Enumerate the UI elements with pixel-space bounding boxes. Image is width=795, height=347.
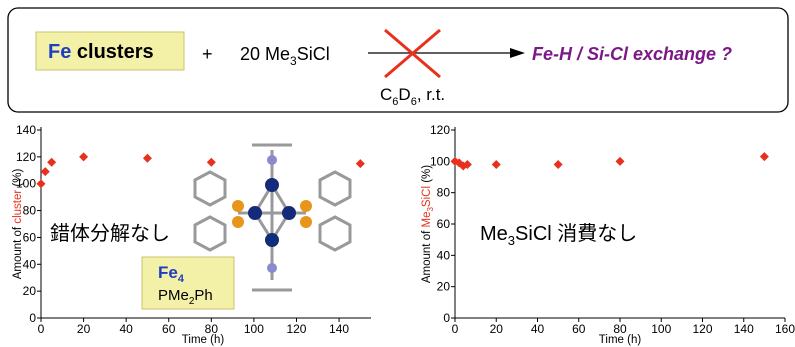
marker: [79, 152, 88, 161]
y-tick-label: 60: [23, 230, 37, 244]
reactant: Fe clusters: [48, 41, 154, 63]
y-tick-label: 100: [430, 154, 450, 168]
x-tick-label: 80: [205, 322, 219, 336]
marker: [47, 158, 56, 167]
marker: [207, 158, 216, 167]
x-tick-label: 40: [531, 322, 545, 336]
x-tick-label: 60: [572, 322, 586, 336]
cond-text: D: [398, 85, 410, 104]
annotation: Me3SiCl 消費なし: [480, 222, 637, 248]
y-tick-label: 120: [16, 150, 36, 164]
x-tick-label: 120: [286, 322, 306, 336]
reactant-metal: Fe: [48, 41, 71, 63]
x-tick-label: 140: [329, 322, 349, 336]
marker: [492, 160, 501, 169]
marker: [616, 157, 625, 166]
y-tick-label: 80: [437, 186, 451, 200]
x-tick-label: 100: [651, 322, 671, 336]
label-sub: 4: [178, 273, 185, 285]
label-text: Ph: [194, 287, 212, 304]
x-tick-label: 0: [38, 322, 45, 336]
reagent-text: SiCl: [297, 44, 330, 64]
y-tick-label: 140: [16, 123, 36, 137]
x-tick-label: 60: [162, 322, 176, 336]
annotation-text: SiCl 消費なし: [515, 222, 637, 245]
product: Fe-H / Si-Cl exchange ?: [532, 44, 732, 64]
cond-text: , r.t.: [417, 85, 445, 104]
marker: [37, 179, 46, 188]
x-tick-label: 100: [244, 322, 264, 336]
x-tick-label: 0: [452, 322, 459, 336]
marker: [356, 159, 365, 168]
cond-text: C: [380, 85, 392, 104]
ylabel-text: Me: [421, 212, 433, 228]
y-tick-label: 40: [23, 257, 37, 271]
x-tick-label: 20: [77, 322, 91, 336]
reactant-rest: clusters: [71, 41, 153, 63]
marker: [760, 152, 769, 161]
y-tick-label: 80: [23, 204, 37, 218]
y-tick-label: 120: [430, 123, 450, 137]
marker: [554, 160, 563, 169]
figure: Fe clusters + 20 Me3SiCl Fe-H / Si-Cl ex…: [0, 0, 795, 347]
plus-sign: +: [202, 44, 213, 64]
label-text: PMe: [158, 287, 189, 304]
y-tick-label: 20: [23, 284, 37, 298]
marker: [41, 167, 50, 176]
ylabel-text: Amount of: [421, 228, 433, 284]
label-text: Fe: [158, 263, 178, 282]
y-tick-label: 20: [437, 280, 451, 294]
x-tick-label: 160: [775, 322, 795, 336]
y-axis-title: Amount of Me3SiCl (%): [421, 165, 435, 283]
y-tick-label: 100: [16, 177, 36, 191]
annotation: 錯体分解なし: [50, 222, 170, 245]
marker: [143, 154, 152, 163]
x-tick-label: 40: [119, 322, 133, 336]
x-tick-label: 20: [490, 322, 504, 336]
y-tick-label: 0: [443, 311, 450, 325]
annotation-text: Me: [480, 223, 508, 245]
x-tick-label: 80: [613, 322, 627, 336]
y-tick-label: 40: [437, 248, 451, 262]
x-tick-label: 140: [734, 322, 754, 336]
annotation-sub: 3: [508, 233, 515, 248]
y-tick-label: 60: [437, 217, 451, 231]
ylabel-text: SiCl: [421, 186, 433, 207]
reagent-text: 20 Me: [240, 44, 290, 64]
y-tick-label: 0: [29, 311, 36, 325]
x-tick-label: 120: [692, 322, 712, 336]
